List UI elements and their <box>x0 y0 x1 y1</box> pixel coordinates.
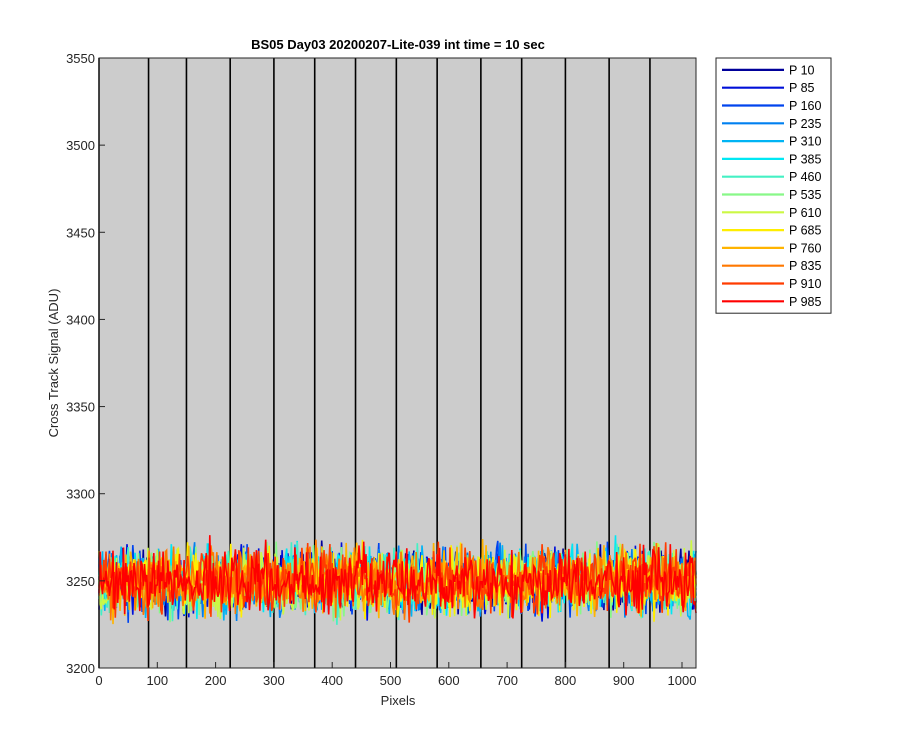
legend-label: P 310 <box>789 135 821 149</box>
legend-label: P 985 <box>789 295 821 309</box>
x-axis-label: Pixels <box>381 693 416 708</box>
legend: P 10 P 85 P 160 P 235 P 310 P 385 P 460 P 535 P … <box>715 57 832 314</box>
series-line <box>98 535 697 619</box>
legend-label: P 760 <box>789 241 821 255</box>
legend-box <box>715 57 832 314</box>
y-tick-label: 3400 <box>66 312 95 327</box>
x-tick-label: 500 <box>380 673 402 688</box>
plot-frame <box>98 57 697 669</box>
legend-label: P 235 <box>789 117 821 131</box>
legend-label: P 160 <box>789 99 821 113</box>
y-tick-label: 3200 <box>66 661 95 676</box>
chart-title: BS05 Day03 20200207-Lite-039 int time = … <box>251 37 545 52</box>
y-tick-label: 3500 <box>66 138 95 153</box>
series-line <box>98 541 697 623</box>
x-tick-label: 0 <box>95 673 102 688</box>
series-lines <box>98 535 697 625</box>
y-axis-label: Cross Track Signal (ADU) <box>46 289 61 438</box>
x-tick-label: 900 <box>613 673 635 688</box>
x-tick-label: 400 <box>321 673 343 688</box>
x-tick-label: 200 <box>205 673 227 688</box>
y-tick-label: 3250 <box>66 574 95 589</box>
legend-label: P 385 <box>789 152 821 166</box>
legend-label: P 610 <box>789 206 821 220</box>
legend-label: P 685 <box>789 224 821 238</box>
y-tick-label: 3350 <box>66 400 95 415</box>
x-tick-label: 300 <box>263 673 285 688</box>
legend-label: P 460 <box>789 170 821 184</box>
y-axis: 3200 3250 3300 3350 3400 3450 3500 3550 <box>66 51 105 676</box>
y-tick-label: 3550 <box>66 51 95 66</box>
legend-label: P 10 <box>789 63 815 77</box>
y-tick-label: 3450 <box>66 225 95 240</box>
x-tick-label: 100 <box>146 673 168 688</box>
y-tick-label: 3300 <box>66 487 95 502</box>
x-tick-label: 600 <box>438 673 460 688</box>
legend-label: P 910 <box>789 277 821 291</box>
x-tick-label: 1000 <box>668 673 697 688</box>
legend-label: P 835 <box>789 259 821 273</box>
x-tick-label: 800 <box>555 673 577 688</box>
x-tick-label: 700 <box>496 673 518 688</box>
x-axis: 0 100 200 300 400 500 600 700 800 900 1000 <box>95 662 696 688</box>
legend-label: P 85 <box>789 81 815 95</box>
legend-label: P 535 <box>789 188 821 202</box>
